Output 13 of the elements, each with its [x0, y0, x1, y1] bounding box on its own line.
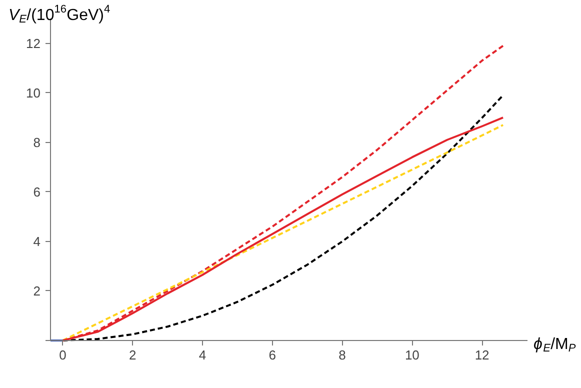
- x-tick-label: 4: [198, 348, 206, 362]
- y-tick-label: 12: [26, 36, 41, 51]
- x-tick-label: 6: [268, 348, 276, 362]
- y-tick-label: 8: [33, 134, 41, 150]
- x-tick-label: 12: [474, 348, 490, 362]
- y-tick-label: 6: [33, 184, 41, 200]
- y-tick-label: 2: [33, 283, 41, 298]
- x-tick-label: 0: [59, 348, 66, 362]
- y-tick-label: 10: [26, 85, 41, 100]
- x-tick-label: 2: [129, 348, 136, 362]
- x-tick-label: 10: [404, 348, 420, 362]
- y-tick-label: 4: [33, 234, 41, 249]
- x-tick-label: 8: [338, 348, 346, 362]
